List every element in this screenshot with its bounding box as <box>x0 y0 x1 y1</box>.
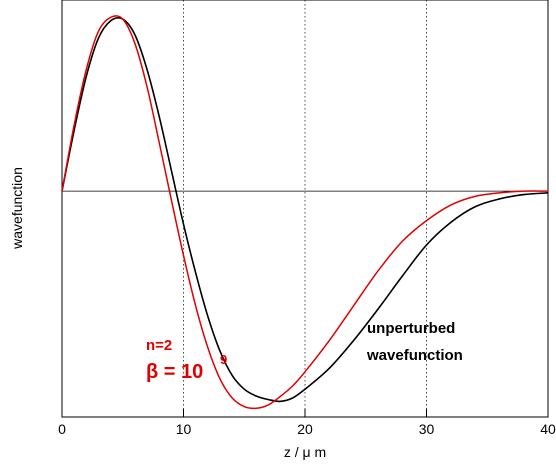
series-line-perturbed <box>61 15 549 410</box>
y-axis-label: wavefunction <box>9 167 25 250</box>
x-axis-label: z / μ m <box>284 444 326 460</box>
x-tick-label-4: 40 <box>540 421 556 437</box>
annotation-wavefunction: wavefunction <box>366 347 463 364</box>
grid-lines <box>183 0 427 417</box>
x-tick-label-1: 10 <box>176 421 192 437</box>
series-line-unperturbed <box>61 17 549 403</box>
x-tick-label-2: 20 <box>297 421 313 437</box>
x-tick-label-0: 0 <box>58 421 66 437</box>
annotation-unperturbed: unperturbed <box>367 320 455 337</box>
annotation-beta-exponent: 9 <box>220 352 227 367</box>
series-layer <box>61 15 549 410</box>
x-ticks: 0 10 20 30 40 <box>58 409 556 437</box>
annotation-beta: β = 10 <box>146 361 203 383</box>
annotation-n2: n=2 <box>146 337 172 354</box>
x-tick-label-3: 30 <box>419 421 435 437</box>
